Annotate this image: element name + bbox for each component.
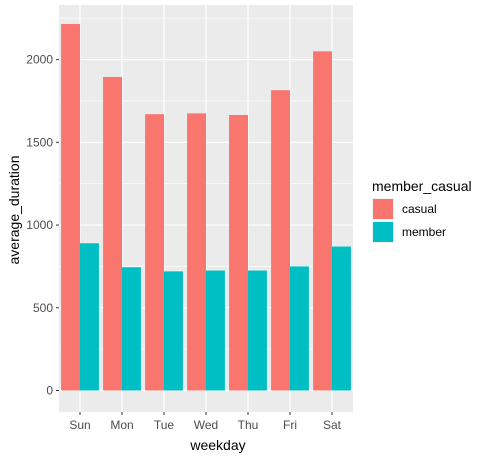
y-tick-label: 2000	[26, 53, 53, 67]
bar-casual-thu	[229, 115, 248, 391]
bar-casual-wed	[187, 113, 206, 391]
bar-member-mon	[122, 267, 141, 391]
x-tick-label: Mon	[110, 418, 133, 432]
legend-title: member_casual	[372, 178, 472, 194]
legend-key-member	[373, 222, 393, 242]
bar-casual-fri	[271, 90, 290, 391]
x-axis-title: weekday	[189, 437, 245, 453]
x-tick-label: Thu	[238, 418, 259, 432]
bar-casual-tue	[145, 114, 164, 391]
legend-label-member: member	[402, 225, 446, 239]
legend-key-casual	[373, 199, 393, 219]
x-tick-label: Wed	[194, 418, 218, 432]
y-tick-label: 500	[33, 301, 53, 315]
y-tick-label: 0	[46, 383, 53, 397]
bar-member-sat	[332, 246, 351, 391]
bar-casual-sun	[61, 24, 80, 391]
y-tick-label: 1500	[26, 135, 53, 149]
x-tick-label: Sat	[323, 418, 342, 432]
bar-member-sun	[80, 243, 99, 391]
y-axis-title: average_duration	[6, 156, 22, 265]
bar-member-tue	[164, 271, 183, 391]
bar-member-thu	[248, 270, 267, 391]
bars	[61, 24, 351, 391]
legend: member_casual casual member	[372, 178, 472, 243]
bar-casual-mon	[103, 76, 122, 391]
y-tick-label: 1000	[26, 218, 53, 232]
bar-member-fri	[290, 266, 309, 391]
bar-casual-sat	[313, 51, 332, 391]
bar-member-wed	[206, 270, 225, 391]
x-axis-ticks: Sun Mon Tue Wed Thu Fri Sat	[69, 412, 342, 432]
legend-label-casual: casual	[402, 202, 437, 216]
x-tick-label: Fri	[283, 418, 297, 432]
y-axis-ticks: 0 500 1000 1500 2000	[26, 53, 59, 397]
x-tick-label: Sun	[69, 418, 90, 432]
x-tick-label: Tue	[154, 418, 175, 432]
